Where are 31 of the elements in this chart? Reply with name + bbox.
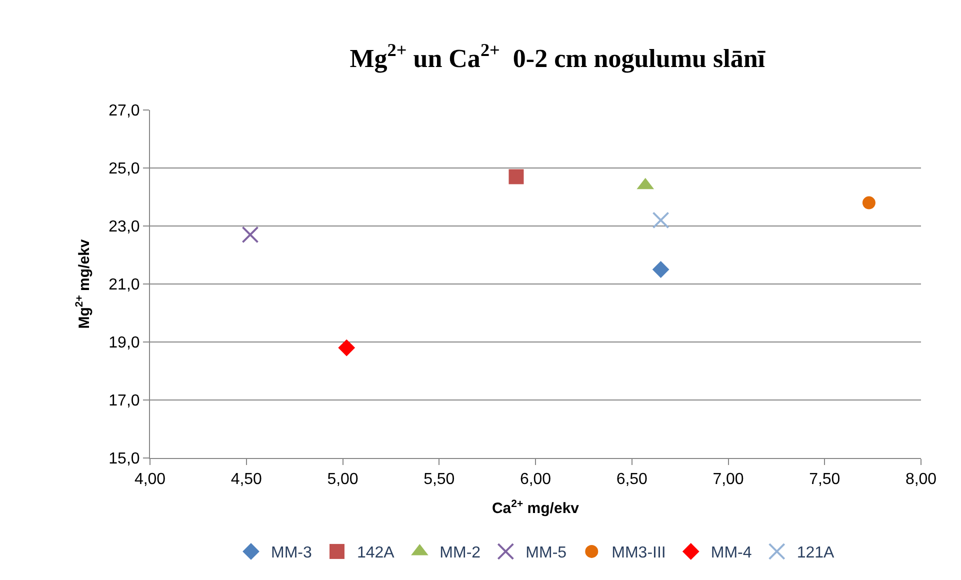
legend-label: MM3-III <box>612 544 666 562</box>
point <box>862 196 876 210</box>
legend-label: MM-5 <box>526 544 567 562</box>
legend-label: 142A <box>356 544 395 562</box>
legend-label: MM-2 <box>440 544 481 562</box>
y-tick-label: 27,0 <box>108 102 140 120</box>
x-tick-label: 5,00 <box>327 471 358 488</box>
y-tick-label: 21,0 <box>108 276 140 294</box>
point <box>242 226 259 244</box>
point <box>508 169 524 184</box>
legend-label: MM-4 <box>710 544 752 562</box>
chart-title: Mg$^{2+}$ un Ca$^{2+}$ 0-2 cm nogulumu slānī <box>350 40 766 74</box>
point <box>652 212 670 229</box>
legend-label: MM-3 <box>271 544 312 562</box>
x-tick-label: 5,50 <box>424 471 455 488</box>
x-tick-label: 7,50 <box>809 471 840 488</box>
point <box>338 339 356 356</box>
y-tick-label: 23,0 <box>108 218 140 236</box>
y-tick-label: 17,0 <box>108 392 140 410</box>
x-tick-label: 4,50 <box>230 471 262 488</box>
legend-label: 121A <box>796 544 835 562</box>
y-tick-label: 19,0 <box>108 334 140 352</box>
y-tick-label: 15,0 <box>108 450 140 468</box>
y-tick-label: 25,0 <box>108 160 140 178</box>
x-tick-label: 6,50 <box>616 471 648 488</box>
x-tick-label: 7,00 <box>712 471 744 488</box>
x-axis-title: Ca$^{2+}$ mg/ekv <box>492 498 580 518</box>
point <box>652 261 670 278</box>
x-tick-label: 4,00 <box>134 471 166 488</box>
x-tick-label: 8,00 <box>905 471 937 488</box>
x-tick-label: 6,00 <box>520 471 552 488</box>
